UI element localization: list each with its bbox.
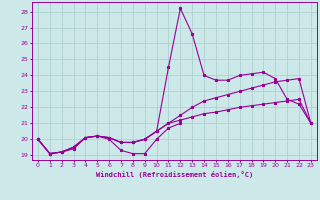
- X-axis label: Windchill (Refroidissement éolien,°C): Windchill (Refroidissement éolien,°C): [96, 171, 253, 178]
